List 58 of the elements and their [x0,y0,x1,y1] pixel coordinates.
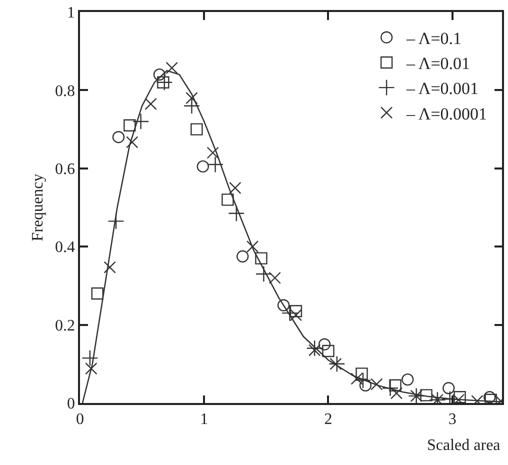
point [82,350,98,366]
point [454,391,466,403]
point [389,379,402,392]
point [206,146,219,159]
point [132,113,150,130]
legend-label: – Λ=0.0001 [406,104,488,124]
point [290,305,302,318]
x-axis-title: Scaled area [427,437,500,454]
y-tick-label: 0.4 [55,239,76,256]
y-axis-title: Frequency [29,174,46,242]
point [356,368,368,380]
point [157,76,170,88]
x-tick-label: 2 [324,410,332,428]
point [91,287,104,300]
point [308,344,321,356]
point [442,382,455,394]
legend-label: – Λ=0.01 [406,54,470,74]
point [483,391,496,403]
legend-label: – Λ=0.001 [406,79,479,98]
point [246,240,259,253]
y-tick-label: 1 [67,4,76,22]
point [126,136,138,148]
point [268,272,281,284]
point [420,389,432,402]
point [255,252,268,264]
y-tick-label: 0.2 [55,317,76,334]
point [350,372,363,385]
point [236,250,249,262]
point [144,98,157,110]
point [112,131,125,144]
point [322,344,334,358]
point [229,182,242,194]
point [156,74,173,91]
point [255,266,272,282]
point [104,261,116,274]
point [153,68,166,81]
y-tick-label: 0.8 [55,82,76,100]
point [228,205,245,222]
point [306,340,323,357]
point [277,299,290,312]
point [328,356,346,372]
point [402,373,414,386]
point [190,123,203,136]
point [124,119,136,132]
legend-label: – Λ=0.1 [406,29,462,48]
point [281,304,298,322]
point [359,379,372,392]
point [222,194,234,206]
point [206,156,224,173]
x-tick-label: 3 [448,410,456,428]
x-tick-label: 1 [200,410,208,428]
point [85,362,98,375]
point [196,160,209,173]
point [166,62,178,74]
y-tick-label: 0.6 [55,161,76,178]
point [318,338,331,350]
point [354,372,372,389]
y-tick-label: 0 [67,396,76,413]
